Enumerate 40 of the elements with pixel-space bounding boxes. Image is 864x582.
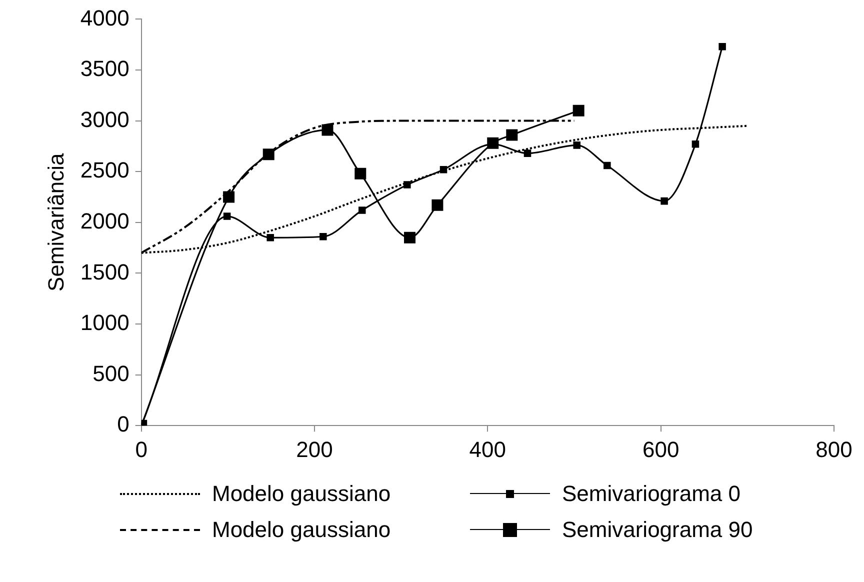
point	[223, 212, 231, 220]
y-tick-label: 1500	[80, 259, 130, 284]
y-tick-label: 2000	[80, 208, 130, 234]
x-tick-label: 600	[642, 436, 680, 462]
point	[266, 234, 274, 242]
legend-label: Semivariograma 0	[562, 481, 741, 507]
y-tick-label: 4000	[80, 5, 130, 30]
x-tick-label: 800	[816, 436, 852, 462]
point	[524, 150, 532, 157]
point	[223, 191, 235, 203]
legend-label: Semivariograma 90	[562, 517, 753, 543]
point	[573, 142, 580, 149]
x-tick-label: 200	[296, 436, 333, 462]
point	[506, 129, 518, 141]
y-tick-label: 0	[117, 412, 130, 437]
legend-label: Modelo gaussiano	[212, 517, 391, 543]
y-tick-label: 3000	[80, 106, 130, 132]
point	[487, 137, 499, 149]
point	[572, 104, 584, 116]
point	[404, 232, 416, 244]
point	[404, 181, 411, 188]
y-tick-label: 500	[92, 360, 130, 386]
point	[718, 43, 726, 50]
point	[692, 140, 700, 148]
point	[604, 162, 611, 170]
x-tick-label: 400	[469, 436, 506, 462]
point	[262, 148, 274, 160]
y-tick-label: 2500	[80, 158, 130, 183]
legend-label: Modelo gaussiano	[212, 481, 391, 507]
y-tick-label: 1000	[80, 310, 130, 336]
point	[358, 206, 366, 214]
point	[660, 197, 668, 205]
point	[322, 124, 334, 136]
y-tick-label: 3500	[80, 56, 130, 82]
point	[354, 168, 366, 180]
x-tick-label: 0	[135, 436, 148, 462]
point	[440, 166, 448, 174]
y-axis-title: Semivariância	[43, 152, 68, 292]
point	[432, 199, 444, 211]
point	[320, 232, 327, 240]
